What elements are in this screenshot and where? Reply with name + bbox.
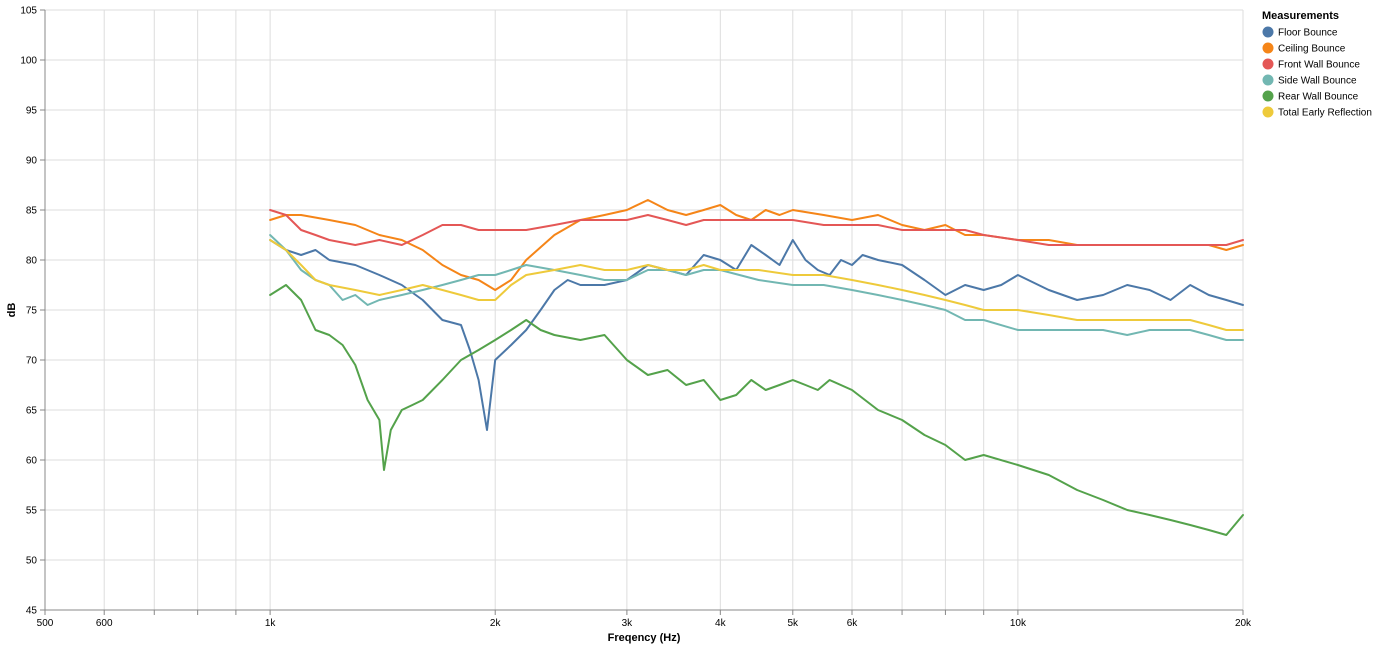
legend-label-front-wall-bounce: Front Wall Bounce [1278, 60, 1360, 71]
legend-swatch-ceiling-bounce [1262, 42, 1274, 54]
legend-label-floor-bounce: Floor Bounce [1278, 28, 1338, 39]
legend: Measurements Floor Bounce Ceiling Bounce F… [1262, 10, 1372, 119]
y-tick-label: 95 [26, 106, 38, 117]
y-tick-label: 75 [26, 306, 38, 317]
y-tick-label: 60 [26, 456, 38, 467]
legend-swatch-front-wall-bounce [1262, 58, 1274, 70]
y-axis-title: dB [6, 303, 18, 318]
plot-lines [269, 199, 1244, 536]
y-tick-label: 70 [26, 356, 38, 367]
legend-title: Measurements [1262, 10, 1339, 22]
y-tick-label: 105 [20, 6, 37, 17]
x-tick-label: 5k [788, 618, 800, 629]
x-tick-label: 500 [37, 618, 54, 629]
legend-swatch-side-wall-bounce [1262, 74, 1274, 86]
x-tick-label: 10k [1010, 618, 1027, 629]
x-tick-label: 3k [622, 618, 634, 629]
x-tick-label: 1k [265, 618, 277, 629]
series-line-total-early-reflection [269, 239, 1244, 331]
legend-swatch-total-early-reflection [1262, 106, 1274, 118]
y-tick-label: 55 [26, 506, 38, 517]
x-ticks: 500 600 1k 2k 3k 4k 5k 6k 10k 20k [37, 610, 1252, 629]
x-tick-label: 4k [715, 618, 727, 629]
legend-swatch-floor-bounce [1262, 26, 1274, 38]
series-line-floor-bounce [269, 239, 1244, 431]
legend-label-total-early-reflection: Total Early Reflection [1278, 108, 1372, 119]
grid [44, 9, 1244, 611]
x-tick-label: 600 [96, 618, 113, 629]
y-tick-label: 80 [26, 256, 38, 267]
y-tick-label: 65 [26, 406, 38, 417]
y-tick-label: 90 [26, 156, 38, 167]
legend-swatch-rear-wall-bounce [1262, 90, 1274, 102]
legend-label-side-wall-bounce: Side Wall Bounce [1278, 76, 1357, 87]
y-tick-label: 50 [26, 556, 38, 567]
y-ticks: 45 50 55 60 65 70 75 80 85 90 95 100 105 [20, 6, 45, 617]
x-tick-label: 20k [1235, 618, 1252, 629]
series-line-front-wall-bounce [269, 209, 1244, 246]
x-axis-title: Freqency (Hz) [608, 632, 681, 644]
x-tick-label: 6k [847, 618, 859, 629]
series-line-side-wall-bounce [269, 234, 1244, 341]
y-tick-label: 45 [26, 606, 38, 617]
y-tick-label: 100 [20, 56, 37, 67]
legend-label-ceiling-bounce: Ceiling Bounce [1278, 44, 1346, 55]
x-tick-label: 2k [490, 618, 502, 629]
series-line-rear-wall-bounce [269, 284, 1244, 536]
legend-label-rear-wall-bounce: Rear Wall Bounce [1278, 92, 1359, 103]
y-tick-label: 85 [26, 206, 38, 217]
